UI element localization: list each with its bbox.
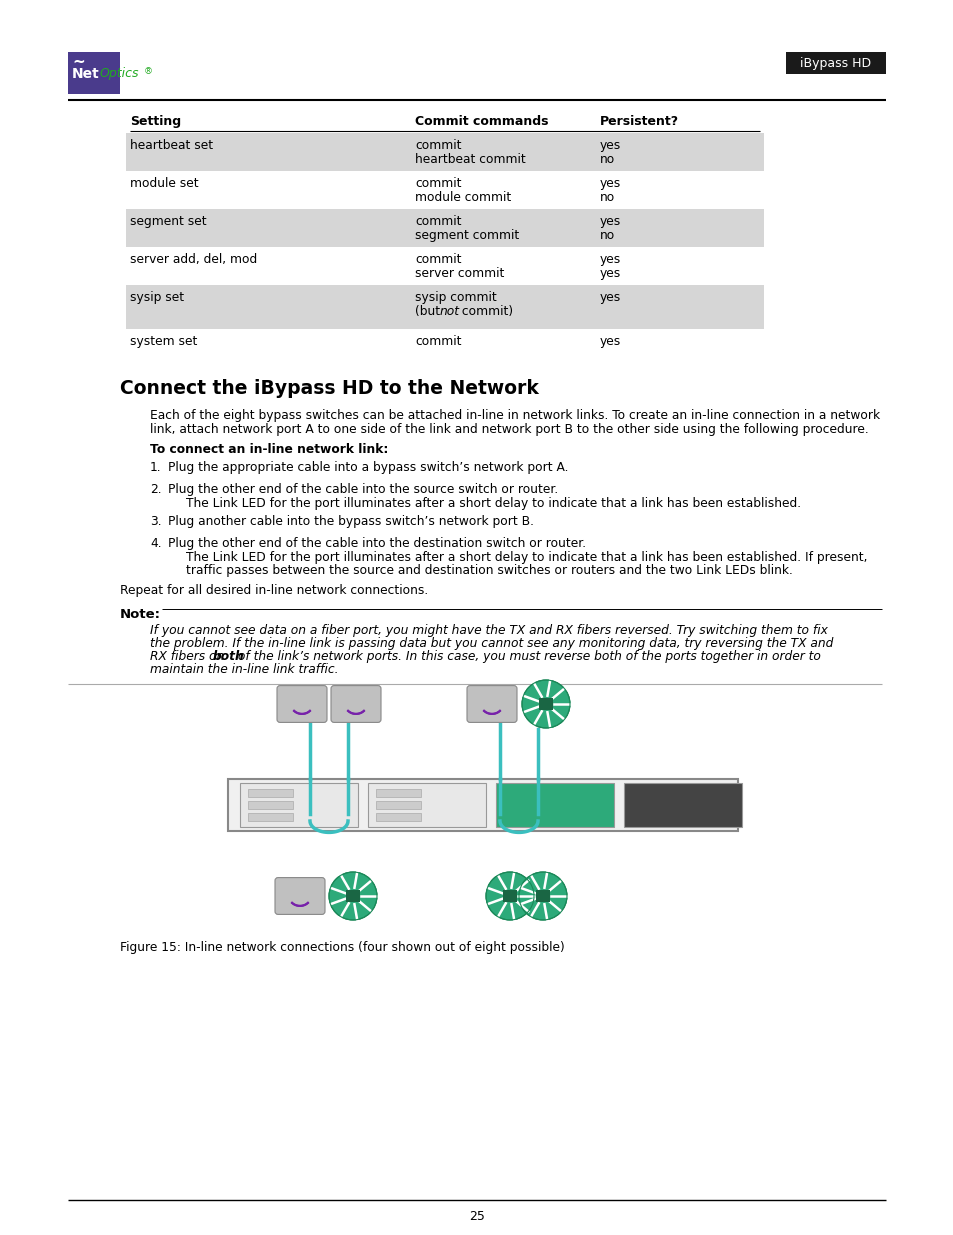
Text: not: not [439, 305, 459, 317]
Bar [68, 52, 120, 94]
Text: 25: 25 [469, 1210, 484, 1223]
Text: module set: module set [130, 177, 198, 190]
Text: Plug another cable into the bypass switch’s network port B.: Plug another cable into the bypass switc… [168, 515, 534, 529]
Bar [375, 813, 420, 821]
Bar [785, 52, 885, 74]
Text: ®: ® [144, 67, 152, 77]
Text: sysip commit: sysip commit [415, 291, 497, 304]
Text: maintain the in-line link traffic.: maintain the in-line link traffic. [150, 663, 338, 676]
Text: heartbeat commit: heartbeat commit [415, 153, 525, 165]
Text: 2.: 2. [150, 483, 161, 496]
Text: yes: yes [599, 140, 620, 152]
Bar [368, 783, 485, 827]
Text: yes: yes [599, 291, 620, 304]
Text: Figure 15: In-line network connections (four shown out of eight possible): Figure 15: In-line network connections (… [120, 941, 564, 953]
Text: 1.: 1. [150, 461, 161, 474]
Text: Plug the appropriate cable into a bypass switch’s network port A.: Plug the appropriate cable into a bypass… [168, 461, 568, 474]
Bar [248, 813, 293, 821]
Text: sysip set: sysip set [130, 291, 184, 304]
Text: The Link LED for the port illuminates after a short delay to indicate that a lin: The Link LED for the port illuminates af… [186, 551, 866, 564]
Text: Persistent?: Persistent? [599, 115, 679, 128]
Bar [248, 789, 293, 797]
FancyBboxPatch shape [274, 878, 325, 914]
Text: Connect the iBypass HD to the Network: Connect the iBypass HD to the Network [120, 379, 538, 398]
Text: commit: commit [415, 335, 461, 348]
Text: yes: yes [599, 267, 620, 280]
Text: (but: (but [415, 305, 443, 317]
Circle shape [329, 872, 376, 920]
Bar [623, 783, 741, 827]
Bar [345, 890, 360, 902]
Text: Repeat for all desired in-line network connections.: Repeat for all desired in-line network c… [120, 584, 428, 597]
Text: module commit: module commit [415, 191, 511, 204]
Text: commit: commit [415, 253, 461, 266]
Text: RX fibers on: RX fibers on [150, 650, 228, 663]
Text: segment set: segment set [130, 215, 207, 228]
Text: traffic passes between the source and destination switches or routers and the tw: traffic passes between the source and de… [186, 564, 792, 577]
Bar [126, 285, 763, 329]
Text: no: no [599, 153, 615, 165]
Bar [538, 698, 553, 710]
Text: no: no [599, 228, 615, 242]
Text: yes: yes [599, 253, 620, 266]
Text: Net: Net [71, 67, 100, 82]
Text: Plug the other end of the cable into the source switch or router.: Plug the other end of the cable into the… [168, 483, 558, 496]
Text: no: no [599, 191, 615, 204]
Text: commit: commit [415, 177, 461, 190]
Text: of the link’s network ports. In this case, you must reverse both of the ports to: of the link’s network ports. In this cas… [234, 650, 821, 663]
Text: server add, del, mod: server add, del, mod [130, 253, 257, 266]
Text: Setting: Setting [130, 115, 181, 128]
Circle shape [485, 872, 534, 920]
Text: ~: ~ [71, 56, 85, 70]
Text: Each of the eight bypass switches can be attached in-line in network links. To c: Each of the eight bypass switches can be… [150, 409, 880, 422]
Text: system set: system set [130, 335, 197, 348]
Bar [248, 802, 293, 809]
Text: segment commit: segment commit [415, 228, 518, 242]
Text: The Link LED for the port illuminates after a short delay to indicate that a lin: The Link LED for the port illuminates af… [186, 496, 801, 510]
Bar [496, 783, 614, 827]
Bar [228, 779, 738, 831]
Text: Plug the other end of the cable into the destination switch or router.: Plug the other end of the cable into the… [168, 537, 585, 550]
Bar [375, 802, 420, 809]
Text: yes: yes [599, 177, 620, 190]
Text: Optics: Optics [100, 67, 139, 80]
Text: commit: commit [415, 140, 461, 152]
Bar [126, 133, 763, 170]
Text: commit): commit) [457, 305, 513, 317]
Circle shape [521, 680, 569, 727]
Text: link, attach network port A to one side of the link and network port B to the ot: link, attach network port A to one side … [150, 424, 868, 436]
Text: heartbeat set: heartbeat set [130, 140, 213, 152]
FancyBboxPatch shape [467, 685, 517, 722]
Text: server commit: server commit [415, 267, 504, 280]
Text: yes: yes [599, 335, 620, 348]
Text: commit: commit [415, 215, 461, 228]
Text: the problem. If the in-line link is passing data but you cannot see any monitori: the problem. If the in-line link is pass… [150, 637, 833, 650]
Text: 4.: 4. [150, 537, 161, 550]
Text: Commit commands: Commit commands [415, 115, 548, 128]
FancyBboxPatch shape [331, 685, 380, 722]
Text: both: both [213, 650, 245, 663]
Text: 3.: 3. [150, 515, 161, 529]
Bar [502, 890, 517, 902]
Text: iBypass HD: iBypass HD [800, 57, 871, 69]
Circle shape [518, 872, 566, 920]
Text: If you cannot see data on a fiber port, you might have the TX and RX fibers reve: If you cannot see data on a fiber port, … [150, 624, 827, 637]
Text: To connect an in-line network link:: To connect an in-line network link: [150, 443, 388, 456]
Text: yes: yes [599, 215, 620, 228]
Bar [536, 890, 550, 902]
FancyBboxPatch shape [276, 685, 327, 722]
Text: Note:: Note: [120, 608, 161, 621]
Bar [126, 209, 763, 247]
Bar [240, 783, 357, 827]
Bar [375, 789, 420, 797]
